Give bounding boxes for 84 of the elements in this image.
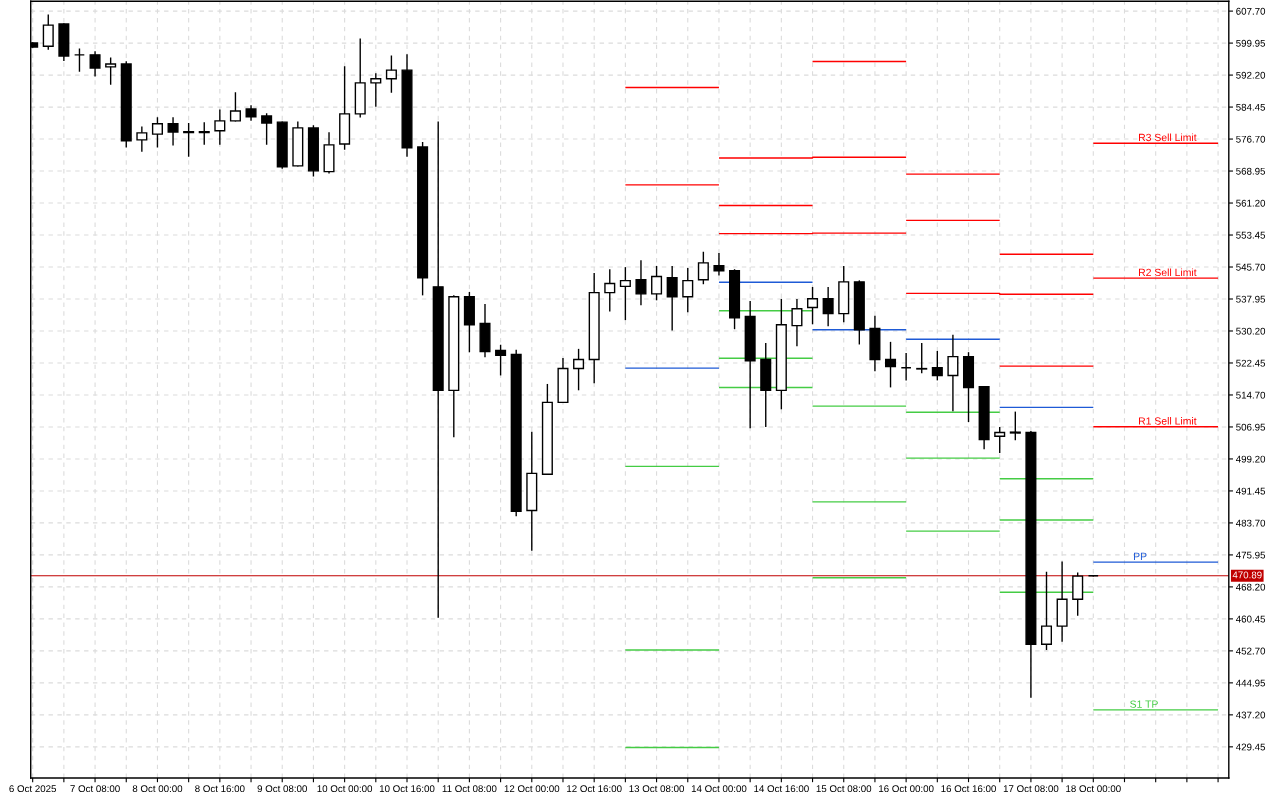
candlestick: [807, 286, 819, 325]
candlestick: [214, 109, 226, 145]
y-tick-label: 491.45: [1235, 487, 1266, 495]
x-tick-label: 10 Oct 16:00: [379, 785, 435, 793]
y-tick-label: 553.45: [1236, 231, 1266, 239]
y-tick-label: 522.45: [1236, 359, 1266, 367]
candlestick: [385, 55, 397, 93]
y-tick-label: 506.95: [1236, 423, 1266, 431]
y-tick-label: 561.20: [1236, 199, 1266, 207]
y-tick-label: 514.70: [1236, 391, 1266, 399]
ref-line-label: 470.89: [1232, 571, 1262, 579]
y-tick-label: 499.20: [1235, 455, 1266, 463]
y-tick-label: 483.70: [1235, 519, 1266, 527]
candlestick: [151, 117, 163, 148]
candlestick: [167, 117, 179, 146]
x-tick-label: 15 Oct 08:00: [816, 785, 872, 793]
candlestick: [900, 352, 912, 381]
y-tick-label: 545.70: [1236, 263, 1266, 271]
candlestick: [619, 267, 631, 321]
x-tick-label: 7 Oct 08:00: [70, 785, 120, 793]
candlestick: [931, 350, 943, 381]
annotation: S1 TP: [1130, 700, 1158, 708]
x-tick-label: 14 Oct 16:00: [754, 785, 809, 793]
x-tick-label: 17 Oct 08:00: [1003, 785, 1059, 793]
candlestick: [370, 73, 382, 107]
x-tick-label: 13 Oct 08:00: [629, 785, 685, 793]
x-tick-label: 16 Oct 00:00: [879, 785, 934, 793]
y-tick-label: 429.45: [1235, 743, 1266, 751]
y-tick-label: 460.45: [1235, 615, 1266, 623]
candlestick: [791, 298, 803, 347]
y-tick-label: 599.95: [1236, 39, 1266, 47]
candlestick: [697, 251, 709, 285]
y-tick-label: 568.95: [1236, 167, 1266, 175]
y-tick-label: 592.20: [1236, 71, 1266, 79]
x-tick-label: 8 Oct 16:00: [195, 785, 245, 793]
x-tick-label: 12 Oct 00:00: [504, 785, 560, 793]
candlestick: [947, 334, 959, 412]
candlestick: [884, 341, 897, 388]
x-tick-label: 6 Oct 2025: [9, 785, 57, 793]
candlestick: [1009, 411, 1021, 441]
y-tick-label: 444.95: [1235, 679, 1266, 687]
y-tick-label: 452.70: [1235, 647, 1266, 655]
annotation: R3 Sell Limit: [1139, 133, 1197, 142]
y-tick-label: 576.70: [1236, 135, 1266, 143]
x-tick-label: 16 Oct 16:00: [941, 785, 996, 793]
y-tick-label: 607.70: [1236, 7, 1266, 15]
x-tick-label: 12 Oct 16:00: [567, 785, 622, 793]
x-tick-label: 9 Oct 08:00: [257, 785, 307, 793]
candlestick: [261, 113, 273, 145]
y-tick-label: 437.20: [1235, 711, 1266, 719]
annotation: R1 Sell Limit: [1139, 417, 1197, 425]
y-tick-label: 475.95: [1235, 551, 1266, 559]
y-tick-label: 584.45: [1236, 103, 1266, 111]
candlestick: [713, 253, 725, 276]
x-tick-label: 8 Oct 00:00: [132, 785, 183, 793]
candlestick: [183, 123, 195, 157]
candlestick: [42, 14, 54, 50]
x-tick-label: 11 Oct 08:00: [442, 785, 497, 793]
x-tick-label: 10 Oct 00:00: [317, 785, 373, 793]
candlestick: [916, 343, 928, 374]
y-tick-label: 468.20: [1235, 583, 1266, 591]
x-tick-label: 18 Oct 00:00: [1066, 785, 1121, 793]
candlestick: [682, 267, 694, 313]
candlestick: [666, 265, 678, 331]
candlestick: [651, 265, 663, 301]
candlestick: [635, 260, 647, 306]
y-tick-label: 537.95: [1236, 295, 1266, 303]
candlestick: [89, 51, 101, 77]
y-tick-label: 530.20: [1236, 327, 1266, 335]
candlestick: [573, 348, 585, 391]
candlestick: [1040, 571, 1053, 650]
candlestick: [994, 426, 1006, 454]
candlestick: [822, 286, 834, 327]
candlestick: [73, 48, 85, 72]
annotation: PP: [1134, 552, 1147, 560]
candlestick: [229, 92, 241, 122]
candlestick: [136, 126, 148, 152]
candlestick: [198, 122, 210, 145]
candlestick: [604, 269, 616, 312]
annotation: R2 Sell Limit: [1139, 268, 1197, 277]
candlestick: [495, 344, 507, 376]
x-tick-label: 14 Oct 00:00: [691, 785, 747, 793]
candlestick: [105, 57, 117, 85]
candlestick: [1072, 572, 1084, 616]
